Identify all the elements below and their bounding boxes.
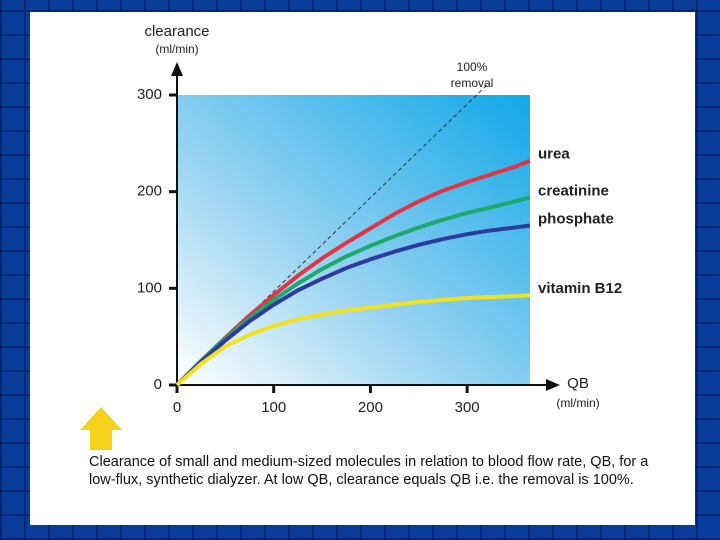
x-label: QB (567, 375, 589, 392)
y-tick-label: 200 (137, 183, 162, 200)
y-arrow (171, 62, 183, 76)
y-label: clearance (144, 23, 209, 40)
arrow-icon (80, 407, 122, 450)
x-arrow (546, 379, 560, 391)
annotation: 100% (457, 60, 488, 74)
series-line (175, 223, 531, 387)
y-unit: (ml/min) (155, 42, 198, 56)
caption: Clearance of small and medium-sized mole… (89, 454, 649, 488)
x-tick-label: 0 (173, 399, 181, 416)
series-label: vitamin B12 (538, 280, 622, 297)
annotation: removal (451, 76, 494, 90)
x-unit: (ml/min) (556, 396, 599, 410)
series-label: creatinine (538, 182, 609, 199)
y-tick-label: 0 (154, 376, 162, 393)
x-tick-label: 100 (261, 399, 286, 416)
series-label: urea (538, 146, 570, 163)
series-label: phosphate (538, 210, 614, 227)
x-tick-label: 300 (455, 399, 480, 416)
x-tick-label: 200 (358, 399, 383, 416)
y-tick-label: 300 (137, 86, 162, 103)
y-tick-label: 100 (137, 279, 162, 296)
series-line (175, 293, 531, 387)
